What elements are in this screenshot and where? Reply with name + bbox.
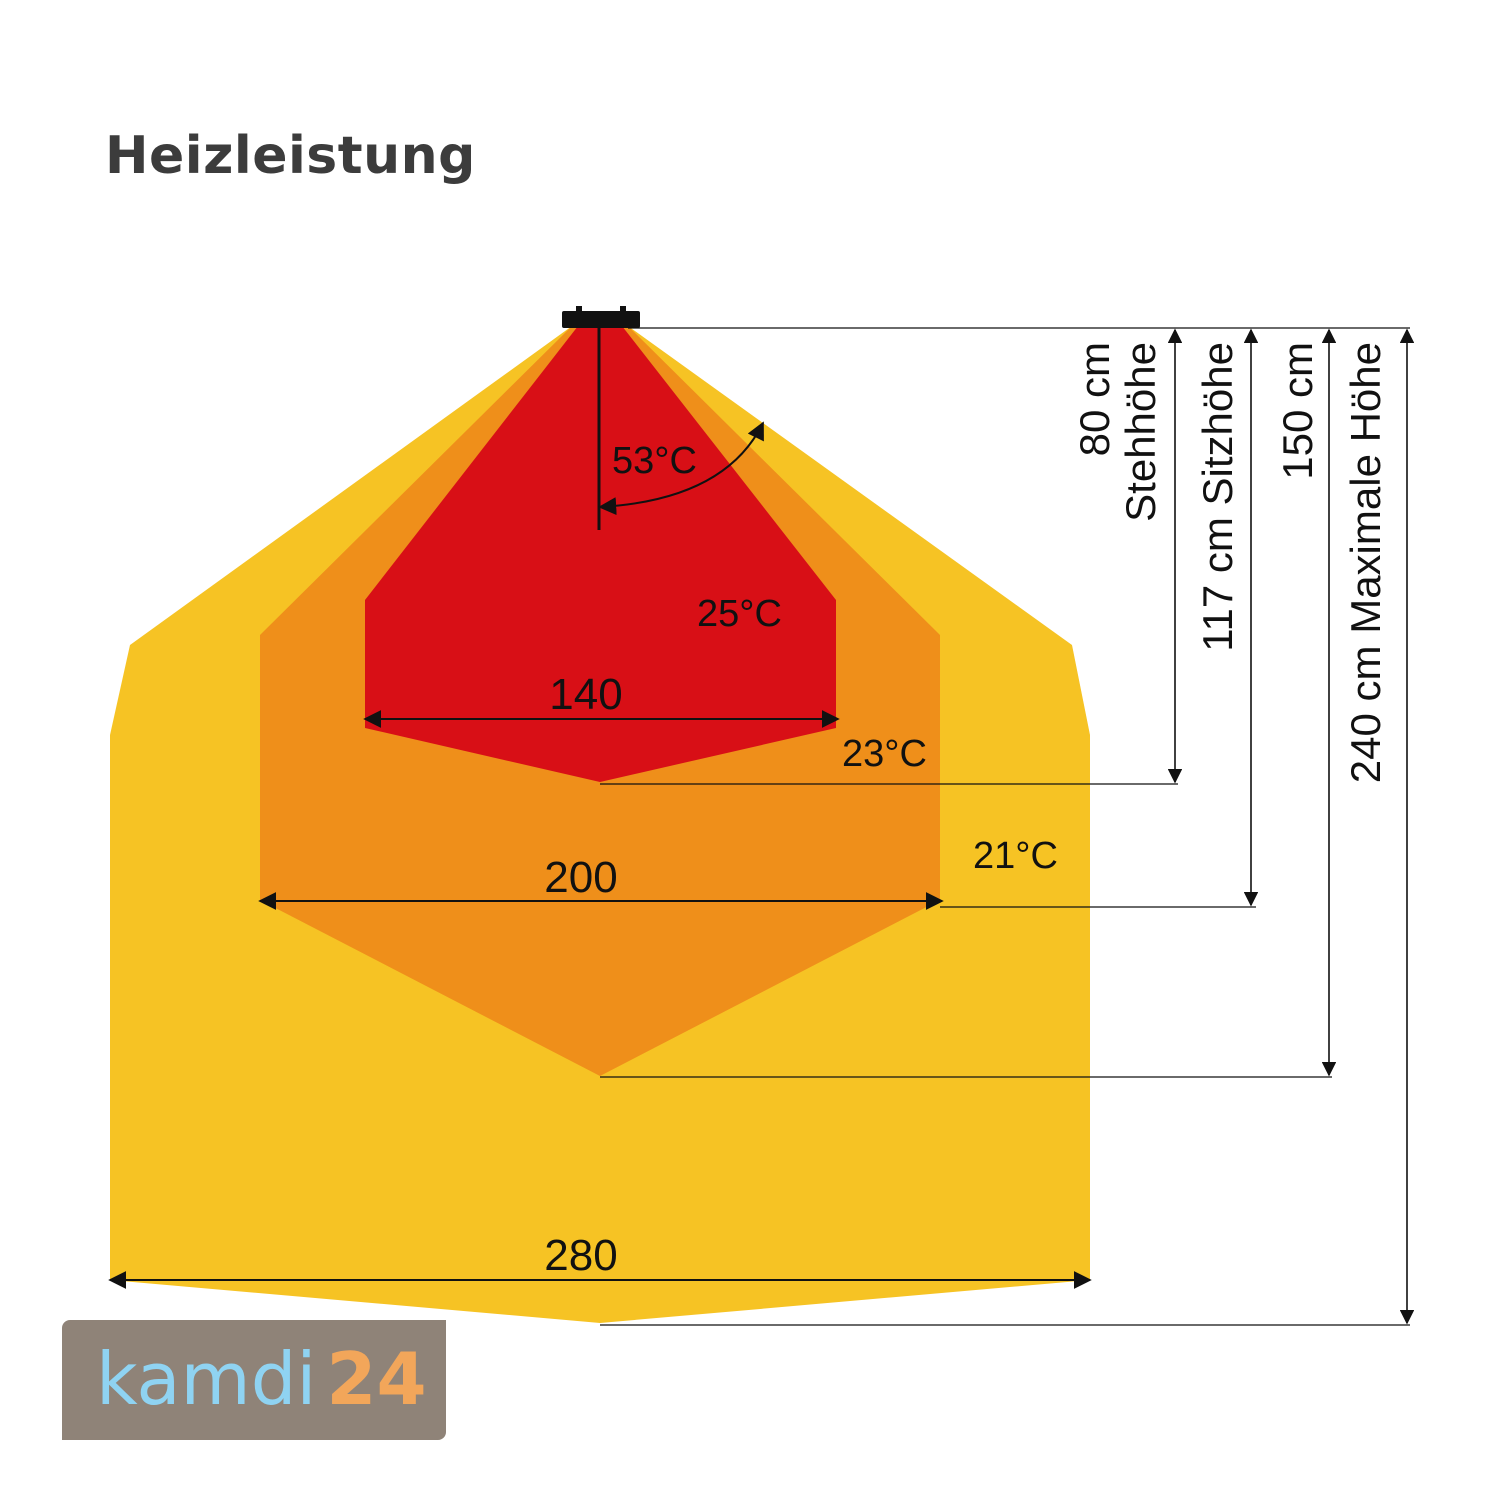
height-label-117: 117 cm Sitzhöhe: [1194, 342, 1241, 652]
height-label-150: 150 cm: [1274, 342, 1321, 480]
page-title: Heizleistung: [105, 126, 476, 186]
angle-arc: [598, 421, 764, 516]
width-label-200: 200: [544, 853, 617, 902]
height-label-stehhoehe: Stehhöhe: [1117, 342, 1164, 522]
brand-logo: kamdi 24: [62, 1320, 446, 1440]
temp-label-21: 21°C: [973, 835, 1058, 877]
height-label-240: 240 cm Maximale Höhe: [1342, 342, 1389, 783]
width-label-140: 140: [549, 670, 622, 719]
zone-inner: [365, 326, 836, 782]
logo-number: 24: [326, 1337, 427, 1421]
logo-word: kamdi: [96, 1337, 317, 1421]
heater-bracket-right: [620, 306, 626, 312]
temp-label-53: 53°C: [612, 440, 697, 482]
temp-label-23: 23°C: [842, 733, 927, 775]
height-label-80: 80 cm: [1071, 342, 1118, 456]
width-label-280: 280: [544, 1231, 617, 1280]
temp-label-25: 25°C: [697, 593, 782, 635]
heater-bracket-left: [576, 306, 582, 312]
heater-device: [562, 311, 640, 328]
